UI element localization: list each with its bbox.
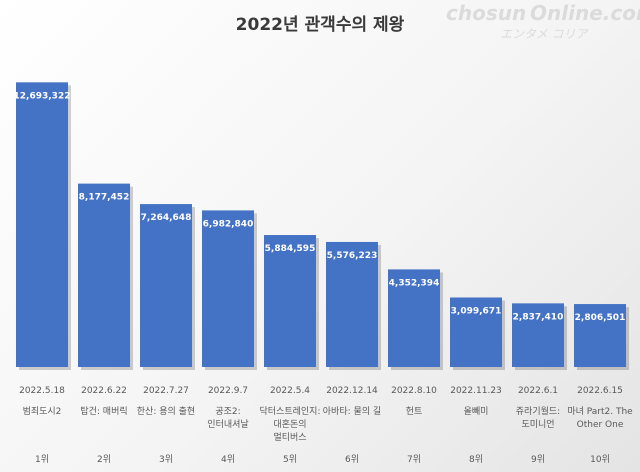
- rank-label: 7위: [407, 454, 421, 465]
- rank-label: 9위: [531, 454, 545, 465]
- rank-label: 1위: [35, 454, 49, 465]
- bar: [326, 241, 378, 367]
- bar: [202, 210, 254, 367]
- rank-label: 10위: [590, 454, 610, 465]
- bar-value-label: 4,352,394: [389, 278, 440, 288]
- bar-value-label: 8,177,452: [79, 193, 130, 203]
- bars-group: 12,693,322 8,177,452 7,264,648 6,982,840 5,8…: [14, 82, 629, 370]
- category-label: 도미니언: [521, 418, 554, 430]
- bar-value-label: 2,806,501: [575, 313, 626, 323]
- date-label: 2022.6.22: [81, 386, 127, 396]
- date-label: 2022.11.23: [450, 386, 502, 396]
- date-label: 2022.6.1: [518, 386, 558, 396]
- date-label: 2022.6.15: [577, 386, 623, 396]
- bar: [388, 269, 440, 367]
- bar-value-label: 12,693,322: [14, 91, 71, 101]
- category-label: 대혼돈의: [273, 418, 306, 430]
- category-label: 올빼미: [464, 406, 489, 417]
- bar-value-label: 5,576,223: [327, 251, 378, 261]
- bar: [574, 304, 626, 367]
- category-label: 멀티버스: [273, 431, 306, 443]
- date-label: 2022.8.10: [391, 386, 437, 396]
- rank-label: 8위: [469, 454, 483, 465]
- bar-value-label: 6,982,840: [203, 219, 254, 229]
- category-label: 헌트: [406, 406, 423, 417]
- bar: [264, 235, 316, 367]
- watermark-sub: エンタメ コリア: [500, 27, 589, 41]
- date-label: 2022.5.4: [270, 386, 310, 396]
- category-label: 쥬라기월드:: [516, 405, 560, 417]
- chart-title: 2022년 관객수의 제왕: [236, 15, 405, 35]
- category-label: 마녀 Part2. The: [567, 406, 633, 417]
- date-label: 2022.9.7: [208, 386, 248, 396]
- category-label: 닥터스트레인지:: [260, 406, 321, 417]
- rank-label: 6위: [345, 454, 359, 465]
- rank-label: 3위: [159, 454, 173, 465]
- bar: [140, 204, 192, 367]
- category-label: 아바타: 물의 길: [323, 406, 381, 417]
- category-label: 공조2:: [215, 406, 240, 417]
- watermark-brand: chosun: [446, 1, 526, 25]
- category-label: 한산: 용의 출현: [137, 406, 195, 417]
- category-label: 인터내셔날: [207, 419, 248, 430]
- category-label: 탑건: 매버릭: [80, 405, 127, 417]
- date-label: 2022.12.14: [326, 386, 378, 396]
- watermark-domain: Online.com: [530, 1, 640, 25]
- bar-value-label: 2,837,410: [513, 312, 564, 322]
- category-labels-group: 2022.5.18 범죄도시2 1위 2022.6.22 탑건: 매버릭 2위 2022.7…: [19, 386, 633, 465]
- date-label: 2022.5.18: [19, 386, 65, 396]
- bar: [78, 183, 130, 367]
- category-label: 범죄도시2: [23, 406, 62, 417]
- category-label: Other One: [577, 420, 624, 430]
- bar-value-label: 7,264,648: [141, 213, 192, 223]
- bar: [450, 297, 502, 367]
- rank-label: 5위: [283, 454, 297, 465]
- watermark-logo: chosun Online.com エンタメ コリア: [446, 1, 640, 41]
- bar: [16, 82, 68, 367]
- rank-label: 2위: [97, 454, 111, 465]
- bar-value-label: 5,884,595: [265, 244, 316, 254]
- rank-label: 4위: [221, 454, 235, 465]
- bar: [512, 303, 564, 367]
- bar-value-label: 3,099,671: [451, 306, 502, 316]
- date-label: 2022.7.27: [143, 386, 189, 396]
